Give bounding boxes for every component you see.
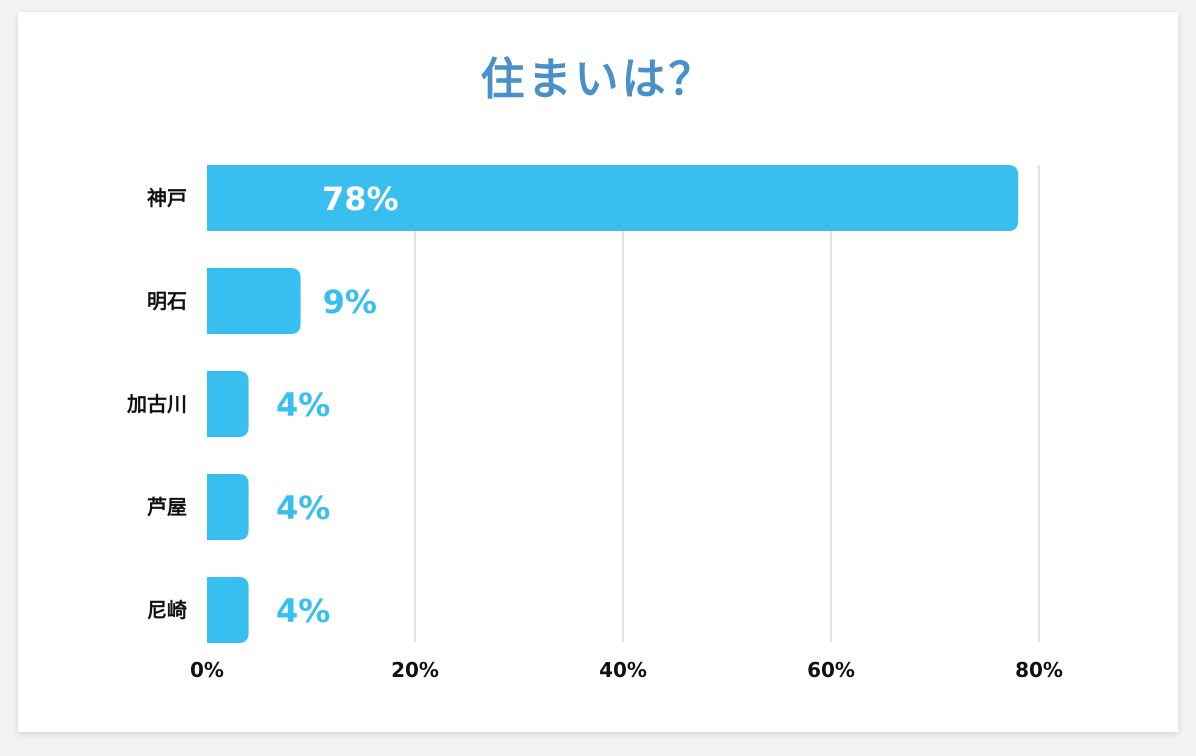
bar-3 [207, 371, 249, 437]
chart-title: 住まいは？ [480, 54, 716, 105]
bar-1 [207, 165, 1019, 231]
category-label: 芦屋 [147, 495, 187, 519]
value-label: 9% [323, 283, 377, 321]
value-label: 78% [322, 180, 399, 218]
bar-4 [207, 474, 249, 540]
value-label: 4% [276, 386, 330, 424]
x-tick-label: 80% [1015, 658, 1063, 682]
category-label: 神戸 [147, 186, 187, 210]
bar-2 [207, 268, 301, 334]
x-tick-label: 40% [599, 658, 647, 682]
x-tick-label: 20% [391, 658, 439, 682]
value-label: 4% [276, 592, 330, 630]
category-label: 加古川 [126, 392, 187, 416]
category-label: 明石 [147, 289, 187, 313]
bar-5 [207, 577, 249, 643]
category-label: 尼崎 [147, 598, 187, 622]
value-label: 4% [276, 489, 330, 527]
x-tick-label: 0% [190, 658, 224, 682]
x-tick-label: 60% [807, 658, 855, 682]
